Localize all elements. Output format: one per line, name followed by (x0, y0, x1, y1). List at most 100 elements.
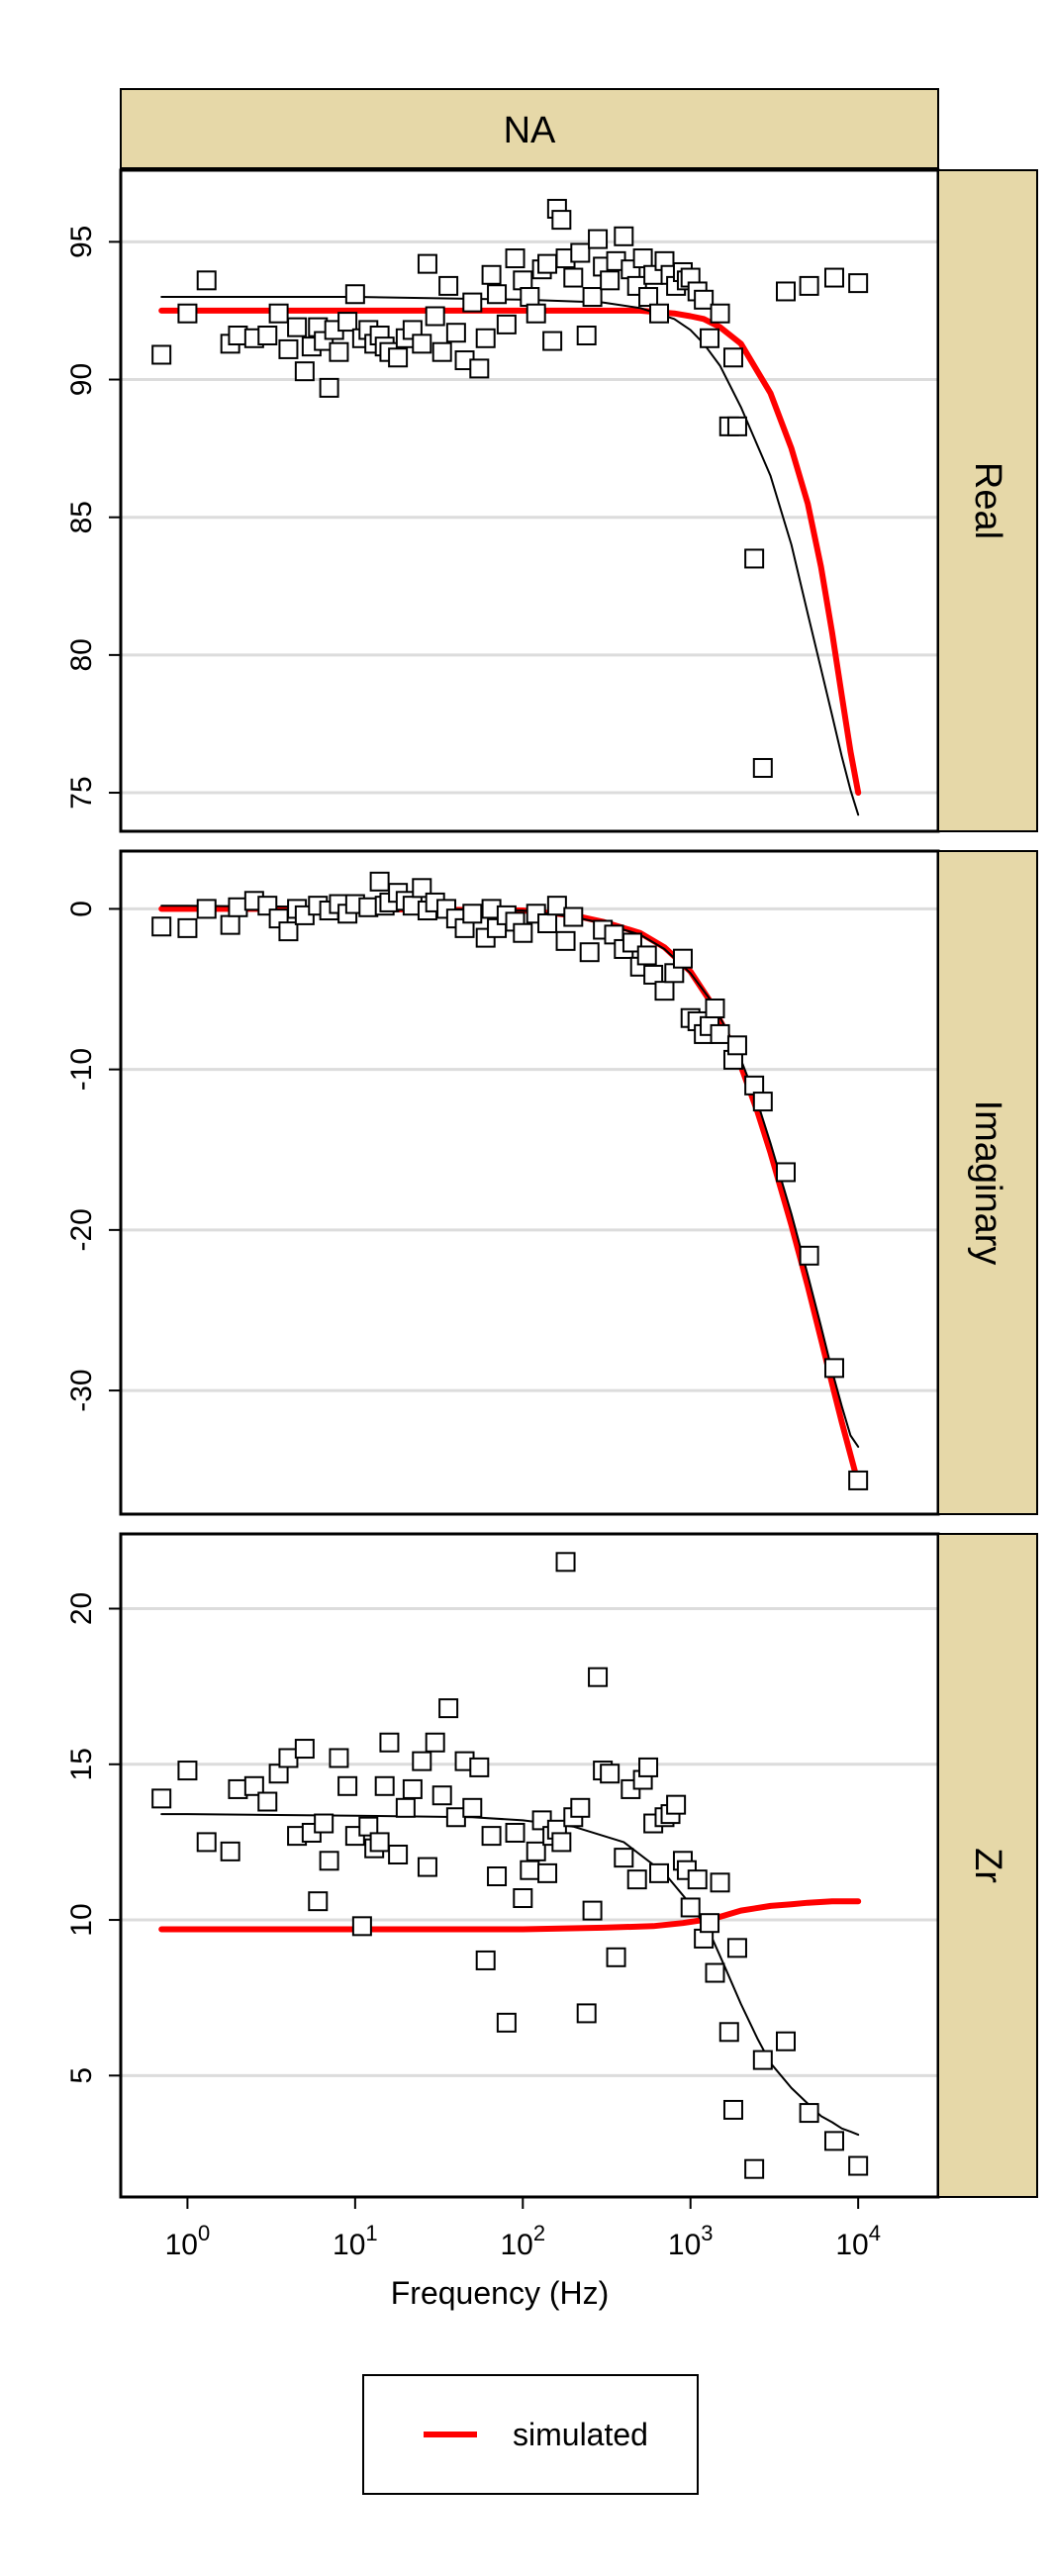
data-point (462, 292, 483, 313)
data-point (308, 1891, 329, 1912)
data-point (672, 948, 693, 969)
data-point (196, 1832, 217, 1853)
x-tick-base: 10 (165, 2229, 198, 2261)
data-point (726, 416, 747, 436)
data-point (196, 270, 217, 291)
x-tick-exponent: 2 (533, 2221, 545, 2245)
chart-title: NA (504, 110, 556, 151)
data-point (752, 757, 773, 778)
y-tick-label: -10 (65, 1048, 98, 1091)
facet-strip (937, 850, 1038, 1515)
data-point (649, 303, 670, 324)
data-point (705, 1962, 725, 1983)
data-point (722, 2099, 743, 2120)
y-tick-label: 15 (65, 1748, 98, 1780)
data-point (431, 1785, 452, 1806)
facet-label: Real (967, 462, 1008, 539)
data-point (700, 328, 720, 348)
data-point (374, 1775, 395, 1796)
data-point (680, 1897, 701, 1918)
facet-label: Zr (967, 1848, 1008, 1883)
data-point (848, 273, 869, 294)
data-point (319, 1851, 339, 1871)
data-point (462, 904, 483, 924)
data-point (563, 906, 584, 927)
data-point (588, 1667, 609, 1687)
x-tick-label: 104 (835, 2221, 881, 2261)
x-tick-label: 103 (668, 2221, 714, 2261)
data-point (294, 361, 315, 382)
panel-plot-area (151, 871, 869, 1490)
data-point (358, 1816, 379, 1837)
data-point (469, 358, 490, 379)
x-tick-base: 10 (333, 2229, 365, 2261)
legend: simulated (362, 2374, 699, 2495)
data-point (710, 303, 730, 324)
data-point (287, 317, 308, 337)
data-point (823, 1358, 844, 1379)
data-point (626, 1869, 647, 1890)
data-point (278, 1748, 299, 1768)
data-point (487, 1866, 508, 1887)
data-point (445, 1807, 466, 1828)
data-point (268, 303, 289, 324)
x-tick-exponent: 1 (365, 2221, 377, 2245)
panel-zr: 5 10 15 20 Zr (65, 1532, 1038, 2199)
y-tick-label: 80 (65, 638, 98, 671)
x-tick-label: 101 (333, 2221, 378, 2261)
data-point (228, 326, 248, 345)
data-point (705, 998, 725, 1018)
data-point (177, 917, 198, 938)
data-point (551, 1832, 572, 1853)
data-point (417, 253, 437, 274)
data-point (438, 275, 459, 296)
data-point (649, 1862, 670, 1883)
x-tick-exponent: 3 (701, 2221, 713, 2245)
data-point (555, 930, 576, 951)
data-point (402, 1778, 423, 1799)
data-point (614, 226, 634, 246)
data-point (369, 1832, 390, 1853)
data-point (177, 1761, 198, 1781)
data-point (799, 1245, 819, 1266)
x-tick-base: 10 (668, 2229, 701, 2261)
data-point (151, 1788, 172, 1809)
y-tick-label: 0 (65, 901, 98, 917)
data-point (520, 287, 540, 308)
panel-plot-area (151, 1552, 869, 2179)
data-point (388, 347, 409, 368)
data-point (848, 2155, 869, 2176)
panel-background (121, 851, 938, 1514)
data-point (412, 334, 432, 354)
data-point (417, 1857, 437, 1877)
data-point (775, 2031, 796, 2051)
data-point (694, 289, 715, 310)
data-point (379, 1732, 400, 1753)
data-point (314, 1813, 334, 1834)
data-point (412, 878, 432, 899)
panel-plot-area (151, 198, 869, 816)
data-point (388, 1844, 409, 1864)
data-point (278, 338, 299, 359)
data-point (775, 1162, 796, 1183)
data-point (351, 1916, 372, 1937)
data-point (722, 347, 743, 368)
data-point (369, 871, 390, 892)
data-point (151, 916, 172, 937)
data-point (588, 229, 609, 249)
data-point (555, 1552, 576, 1573)
data-point (537, 913, 558, 934)
data-point (278, 921, 299, 942)
data-point (425, 1732, 445, 1753)
data-point (775, 281, 796, 302)
data-point (294, 1739, 315, 1760)
x-tick-exponent: 4 (869, 2221, 881, 2245)
title-strip (120, 88, 939, 169)
data-point (687, 1869, 708, 1890)
data-point (177, 303, 198, 324)
y-tick-label: 85 (65, 501, 98, 533)
panel-background (121, 170, 938, 831)
data-point (319, 377, 339, 398)
data-point (643, 964, 664, 985)
